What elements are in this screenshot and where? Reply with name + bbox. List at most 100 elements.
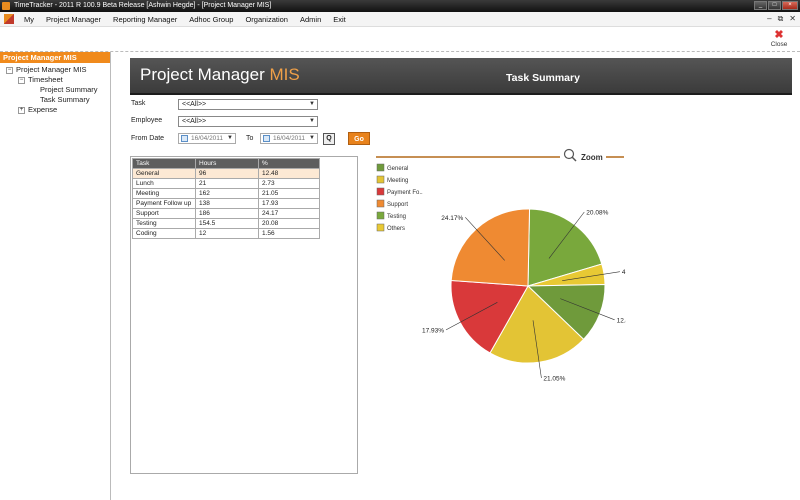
- legend-swatch: [376, 223, 385, 232]
- cell-hours: 21: [195, 178, 259, 189]
- calendar-icon: [263, 135, 270, 142]
- task-select-value: <<All>>: [182, 101, 207, 108]
- table-row[interactable]: Support 186 24.17: [132, 208, 320, 219]
- pie-leader-line: [465, 217, 505, 261]
- to-date-value: 16/04/2011: [273, 135, 306, 142]
- employee-select-value: <<All>>: [182, 118, 207, 125]
- cell-percent: 24.17: [258, 208, 320, 219]
- column-header-percent[interactable]: %: [258, 158, 320, 169]
- toolbar: ✖ Close: [0, 27, 800, 52]
- pie-leader-line: [548, 211, 585, 259]
- pie-leader-line: [562, 271, 620, 281]
- pie-leader-line: [560, 298, 615, 321]
- window-controls: _ □ ×: [754, 1, 798, 10]
- legend-swatch: [376, 199, 385, 208]
- table-row[interactable]: Coding 12 1.56: [132, 228, 320, 239]
- task-label: Task: [131, 100, 146, 107]
- page-subtitle: Task Summary: [506, 72, 580, 84]
- zoom-button[interactable]: Zoom: [563, 148, 603, 163]
- go-button[interactable]: Go: [348, 132, 370, 145]
- minimize-button[interactable]: _: [754, 1, 767, 10]
- tree-item-timesheet[interactable]: − Timesheet: [6, 75, 110, 85]
- collapse-icon[interactable]: −: [18, 76, 25, 84]
- table-row[interactable]: Testing 154.5 20.08: [132, 218, 320, 229]
- task-grid-panel: Task Hours % General 96 12.48 Lunch 21 2…: [130, 156, 358, 474]
- tree-item-root[interactable]: − Project Manager MIS: [6, 65, 110, 75]
- table-row[interactable]: General 96 12.48: [132, 168, 320, 179]
- column-header-hours[interactable]: Hours: [195, 158, 259, 169]
- app-menu-icon[interactable]: [4, 14, 14, 24]
- mdi-restore-icon[interactable]: ⧉: [777, 14, 784, 23]
- close-label: Close: [770, 41, 788, 48]
- legend-swatch: [376, 175, 385, 184]
- nav-tree: − Project Manager MIS − Timesheet Project …: [0, 63, 110, 115]
- pie-data-label: 21.05%: [543, 376, 565, 383]
- window-close-button[interactable]: ×: [782, 1, 798, 10]
- zoom-label: Zoom: [581, 153, 603, 162]
- dropdown-arrow-icon: ▼: [309, 135, 315, 141]
- from-date-value: 16/04/2011: [191, 135, 224, 142]
- cell-hours: 138: [195, 198, 259, 209]
- cell-percent: 20.08: [258, 218, 320, 229]
- legend-item: Support: [387, 202, 408, 208]
- calendar-icon: [181, 135, 188, 142]
- menu-adhoc-group[interactable]: Adhoc Group: [189, 14, 234, 24]
- maximize-button[interactable]: □: [768, 1, 781, 10]
- collapse-icon[interactable]: −: [6, 66, 13, 74]
- table-row[interactable]: Lunch 21 2.73: [132, 178, 320, 189]
- cell-task: General: [132, 168, 196, 179]
- tree-item-task-summary[interactable]: Task Summary: [6, 95, 110, 105]
- menu-organization[interactable]: Organization: [245, 14, 288, 24]
- mdi-controls: – ⧉ ✕: [767, 14, 796, 24]
- chart-legend: General Meeting Payment Fo.. Support Testing…: [376, 163, 423, 232]
- cell-percent: 21.05: [258, 188, 320, 199]
- legend-item: Others: [387, 226, 405, 232]
- task-pie-chart: Zoom General Meeting Payment Fo.. Support Te…: [376, 148, 641, 383]
- legend-swatch: [376, 211, 385, 220]
- legend-item: General: [387, 166, 408, 172]
- page-title-accent: MIS: [269, 65, 300, 84]
- cell-task: Meeting: [132, 188, 196, 199]
- menu-reporting-manager[interactable]: Reporting Manager: [113, 14, 178, 24]
- pie-data-label: 20.08%: [586, 210, 608, 217]
- table-row[interactable]: Payment Follow up 138 17.93: [132, 198, 320, 209]
- dropdown-arrow-icon: ▼: [309, 118, 315, 124]
- cell-hours: 186: [195, 208, 259, 219]
- page-title: Project Manager MIS: [140, 65, 300, 85]
- menu-my[interactable]: My: [24, 14, 34, 24]
- tree-item-project-summary[interactable]: Project Summary: [6, 85, 110, 95]
- page-banner: Project Manager MIS Task Summary: [130, 58, 792, 95]
- mdi-minimize-icon[interactable]: –: [767, 14, 772, 23]
- cell-percent: 12.48: [258, 168, 320, 179]
- cell-hours: 12: [195, 228, 259, 239]
- pie-data-label: 4.29%: [622, 269, 626, 276]
- from-date-label: From Date: [131, 135, 165, 142]
- app-icon: [2, 2, 10, 10]
- employee-select[interactable]: <<All>> ▼: [178, 116, 318, 127]
- table-row[interactable]: Meeting 162 21.05: [132, 188, 320, 199]
- cell-task: Lunch: [132, 178, 196, 189]
- query-button[interactable]: Q: [323, 133, 335, 145]
- task-select[interactable]: <<All>> ▼: [178, 99, 318, 110]
- pie-data-label: 12.48%: [617, 317, 626, 324]
- to-date-picker[interactable]: 16/04/2011 ▼: [260, 133, 318, 144]
- tree-item-expense[interactable]: + Expense: [6, 105, 110, 115]
- menu-project-manager[interactable]: Project Manager: [46, 14, 102, 24]
- to-date-label: To: [246, 135, 254, 142]
- menu-admin[interactable]: Admin: [299, 14, 322, 24]
- pie-slices: [450, 208, 606, 364]
- close-icon: ✖: [774, 29, 784, 41]
- cell-task: Payment Follow up: [132, 198, 196, 209]
- column-header-task[interactable]: Task: [132, 158, 196, 169]
- cell-task: Coding: [132, 228, 196, 239]
- menu-exit[interactable]: Exit: [333, 14, 346, 24]
- from-date-picker[interactable]: 16/04/2011 ▼: [178, 133, 236, 144]
- sidebar: Project Manager MIS − Project Manager MIS…: [0, 52, 111, 500]
- cell-task: Testing: [132, 218, 196, 229]
- task-summary-table: Task Hours % General 96 12.48 Lunch 21 2…: [132, 158, 320, 239]
- legend-item: Testing: [387, 214, 406, 220]
- main-content: Project Manager MIS Task Summary Task <<…: [112, 52, 800, 500]
- expand-icon[interactable]: +: [18, 106, 25, 114]
- mdi-close-icon[interactable]: ✕: [789, 14, 796, 23]
- close-button[interactable]: ✖ Close: [768, 29, 790, 49]
